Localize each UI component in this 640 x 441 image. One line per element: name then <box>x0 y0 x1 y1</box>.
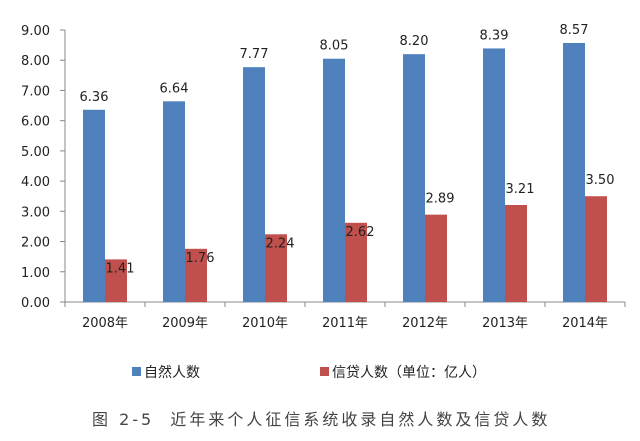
legend-label-natural: 自然人数 <box>144 364 200 381</box>
data-label: 3.21 <box>506 182 535 197</box>
bar-credit <box>185 248 207 302</box>
legend-label-credit: 信贷人数（单位：亿人） <box>332 365 486 381</box>
y-tick-label: 5.00 <box>21 145 50 160</box>
y-tick-label: 1.00 <box>21 266 50 281</box>
data-label: 1.41 <box>106 261 135 276</box>
y-tick-label: 9.00 <box>21 24 50 39</box>
x-tick-label: 2012年 <box>402 316 448 331</box>
bar-credit <box>505 204 527 302</box>
data-label: 2.89 <box>426 192 455 207</box>
y-tick-label: 6.00 <box>21 115 50 130</box>
y-tick-label: 3.00 <box>21 205 50 220</box>
bar-natural <box>563 42 585 303</box>
bar-credit <box>585 196 607 302</box>
bar-natural <box>83 109 105 302</box>
y-axis: 0.00 1.00 2.00 3.00 4.00 5.00 6.00 7.00 8.00 9.00 <box>21 24 66 311</box>
data-label: 3.50 <box>586 173 615 188</box>
x-tick-label: 2011年 <box>322 316 368 331</box>
y-tick-label: 7.00 <box>21 84 50 99</box>
legend-swatch-natural <box>132 367 141 376</box>
bar-credit <box>425 214 447 302</box>
bar-natural <box>163 101 185 302</box>
data-label: 8.20 <box>400 34 429 49</box>
legend: 自然人数 信贷人数（单位：亿人） <box>132 364 486 381</box>
bar-credit <box>345 222 367 302</box>
figure-caption: 图 2-5 近年来个人征信系统收录自然人数及信贷人数 <box>92 410 550 429</box>
data-label: 2.62 <box>346 225 375 240</box>
data-label: 8.05 <box>320 39 349 54</box>
bar-natural <box>243 67 265 302</box>
x-tick-label: 2008年 <box>82 316 128 331</box>
bar-credit <box>105 259 127 302</box>
bar-credit <box>265 234 287 302</box>
x-tick-label: 2009年 <box>162 316 208 331</box>
x-tick-label: 2010年 <box>242 316 288 331</box>
data-label: 2.24 <box>266 236 295 251</box>
data-label: 1.76 <box>186 251 215 266</box>
data-label: 8.57 <box>560 23 589 38</box>
y-tick-label: 4.00 <box>21 175 50 190</box>
x-tick-label: 2013年 <box>482 316 528 331</box>
x-axis: 2008年 2009年 2010年 2011年 2012年 2013年 2014年 <box>64 301 626 331</box>
y-tick-label: 8.00 <box>21 54 50 69</box>
data-label: 8.39 <box>480 28 509 43</box>
y-tick-label: 0.00 <box>21 296 50 311</box>
x-tick-label: 2014年 <box>562 316 608 331</box>
legend-swatch-credit <box>320 367 329 376</box>
y-tick-label: 2.00 <box>21 236 50 251</box>
data-label: 7.77 <box>240 47 269 62</box>
data-label: 6.36 <box>80 90 109 105</box>
bars: 6.36 1.41 6.64 1.76 7.77 2.24 8.05 2.62 8.20 2.89… <box>80 23 615 303</box>
bar-natural <box>323 58 345 302</box>
bar-natural <box>403 54 425 302</box>
data-label: 6.64 <box>160 81 189 96</box>
bar-natural <box>483 48 505 303</box>
